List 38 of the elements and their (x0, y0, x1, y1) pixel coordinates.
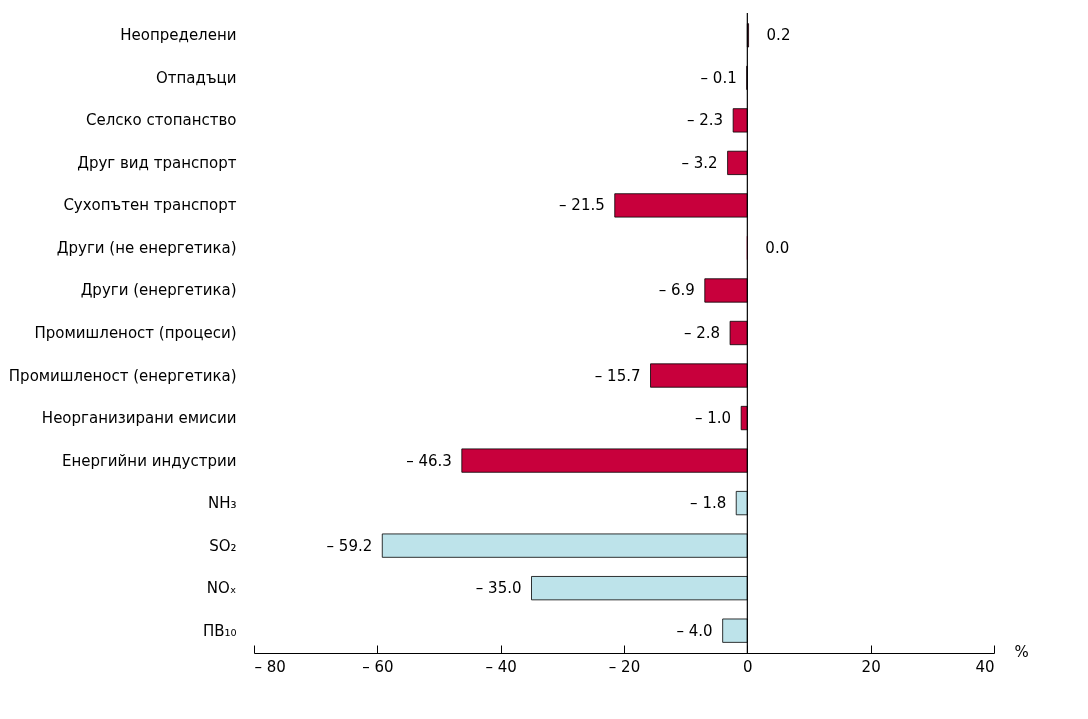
data-label: 0.2 (766, 26, 791, 45)
data-label: – 21.5 (559, 196, 605, 215)
data-label: – 2.3 (687, 111, 724, 130)
y-tick-label: Неопределени (120, 26, 237, 45)
x-axis-title: % (1014, 642, 1029, 661)
data-label: – 2.8 (683, 324, 721, 342)
y-tick-label: Други (енергетика) (80, 281, 237, 300)
x-tick-label: – 80 (254, 657, 286, 676)
data-label: – 0.1 (700, 68, 737, 87)
x-tick-label: – 40 (485, 657, 517, 676)
data-label: – 1.0 (695, 409, 732, 428)
y-tick-label: ПВ₁₀ (202, 621, 237, 640)
x-tick-label: 40 (975, 657, 995, 676)
x-tick-label: – 60 (362, 657, 394, 676)
data-label: – 6.9 (658, 281, 695, 300)
y-tick-label: Селско стопанство (85, 111, 237, 130)
data-label: – 59.2 (326, 536, 373, 555)
x-tick-label: 0 (743, 657, 753, 676)
data-label: – 15.7 (594, 366, 641, 385)
y-tick-label: Други (не енергетика) (56, 238, 237, 257)
data-label: 0.0 (765, 238, 790, 257)
y-tick-label: Промишленост (процеси) (34, 324, 237, 342)
y-tick-label: Отпадъци (156, 68, 237, 87)
data-label: – 4.0 (676, 621, 713, 640)
data-label: – 46.3 (406, 451, 452, 470)
y-tick-label: NOₓ (206, 579, 237, 598)
data-label: – 1.8 (690, 494, 727, 513)
y-tick-label: NH₃ (207, 494, 237, 513)
y-tick-label: Енергийни индустрии (61, 451, 237, 470)
x-tick-label: – 20 (608, 657, 641, 676)
data-label: – 35.0 (475, 579, 522, 598)
y-tick-label: Друг вид транспорт (77, 153, 237, 172)
y-tick-label: SO₂ (209, 536, 237, 555)
y-tick-label: Сухопътен транспорт (63, 196, 237, 215)
data-label: – 3.2 (681, 153, 718, 172)
x-tick-label: 20 (861, 657, 881, 676)
y-tick-label: Промишленост (енергетика) (8, 366, 237, 385)
y-tick-label: Неорганизирани емисии (41, 409, 237, 428)
